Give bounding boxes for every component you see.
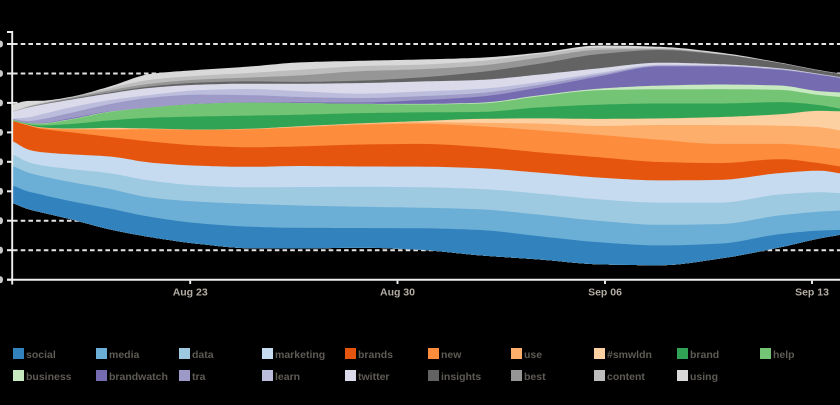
svg-text:brand: brand — [690, 349, 719, 361]
svg-text:Aug 30: Aug 30 — [380, 287, 415, 299]
svg-text:tra: tra — [192, 371, 206, 383]
svg-text:learn: learn — [275, 371, 300, 383]
svg-text:use: use — [524, 349, 542, 361]
svg-text:brandwatch: brandwatch — [109, 371, 168, 383]
svg-text:Sep 13: Sep 13 — [795, 287, 829, 299]
svg-text:Sep 06: Sep 06 — [588, 287, 622, 299]
svg-text:new: new — [441, 349, 462, 361]
svg-text:help: help — [773, 349, 795, 361]
svg-text:#smwldn: #smwldn — [607, 349, 652, 361]
svg-text:best: best — [524, 371, 546, 383]
svg-text:social: social — [26, 349, 56, 361]
svg-text:content: content — [607, 371, 645, 383]
svg-text:using: using — [690, 371, 718, 383]
svg-text:Aug 23: Aug 23 — [173, 287, 208, 299]
svg-text:insights: insights — [441, 371, 481, 383]
svg-text:twitter: twitter — [358, 371, 390, 383]
svg-text:brands: brands — [358, 349, 393, 361]
svg-text:marketing: marketing — [275, 349, 325, 361]
svg-text:media: media — [109, 349, 140, 361]
svg-text:data: data — [192, 349, 214, 361]
svg-text:business: business — [26, 371, 72, 383]
